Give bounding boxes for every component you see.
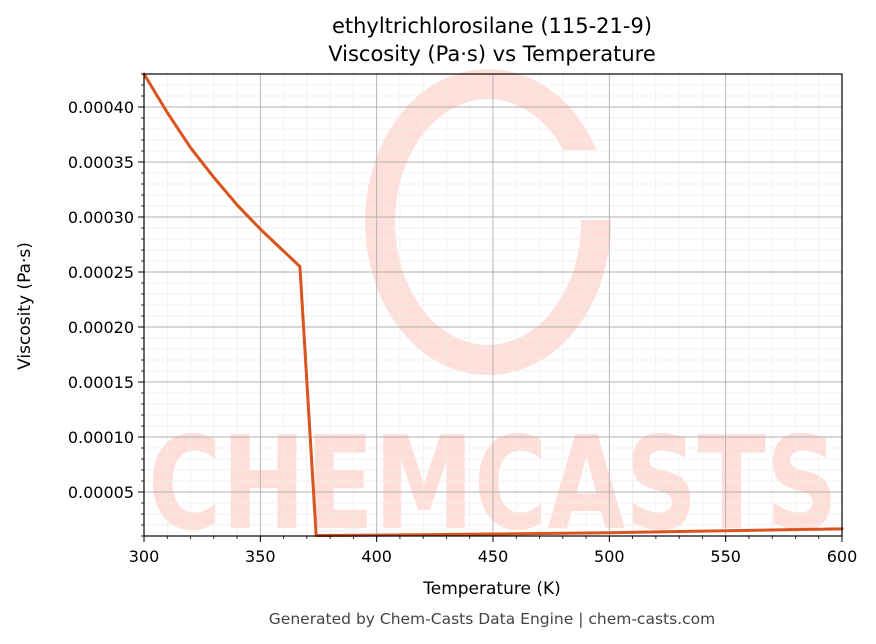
series-layer: [142, 72, 844, 537]
x-tick-label: 500: [594, 547, 625, 566]
x-tick-label: 600: [827, 547, 858, 566]
x-axis: 300 350 400 450 500 550 600: [129, 536, 858, 566]
y-tick-label: 0.00010: [68, 428, 134, 447]
y-tick-label: 0.00015: [68, 373, 134, 392]
x-tick-label: 400: [361, 547, 392, 566]
x-tick-label: 300: [129, 547, 160, 566]
viscosity-series-line: [142, 72, 844, 537]
chart-title: ethyltrichlorosilane (115-21-9): [332, 14, 652, 38]
x-tick-label: 550: [710, 547, 741, 566]
y-tick-label: 0.00020: [68, 318, 134, 337]
y-tick-label: 0.00040: [68, 98, 134, 117]
footer-credit: Generated by Chem-Casts Data Engine | ch…: [269, 610, 715, 628]
x-tick-label: 450: [478, 547, 509, 566]
plot-area: CHEMCASTS: [142, 69, 844, 559]
y-tick-label: 0.00005: [68, 483, 134, 502]
y-axis: 0.00005 0.00010 0.00015 0.00020 0.00025 0.000…: [68, 73, 144, 537]
x-axis-label: Temperature (K): [422, 579, 561, 599]
watermark-ring-gap: [560, 150, 620, 220]
x-tick-label: 350: [245, 547, 276, 566]
y-tick-label: 0.00030: [68, 208, 134, 227]
y-tick-label: 0.00035: [68, 153, 134, 172]
watermark-ring: [365, 69, 611, 375]
y-tick-label: 0.00025: [68, 263, 134, 282]
chart-subtitle: Viscosity (Pa·s) vs Temperature: [328, 42, 656, 66]
y-axis-label: Viscosity (Pa·s): [15, 242, 35, 370]
